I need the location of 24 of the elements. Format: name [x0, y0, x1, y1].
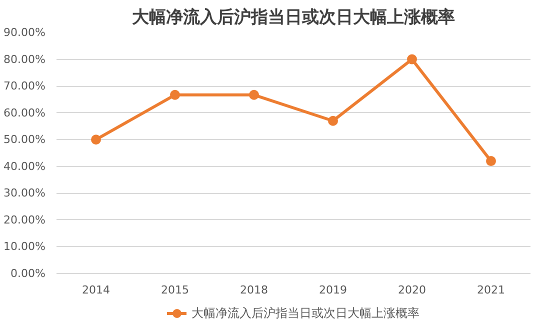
x-tick-label: 2015: [161, 284, 190, 296]
x-tick-label: 2018: [240, 284, 268, 296]
y-tick-label: 40.00%: [4, 160, 46, 173]
x-tick-label: 2020: [398, 284, 426, 296]
y-tick-label: 70.00%: [4, 80, 46, 93]
chart-title: 大幅净流入后沪指当日或次日大幅上涨概率: [132, 8, 455, 28]
x-tick-label: 2019: [319, 284, 348, 296]
y-tick-label: 80.00%: [4, 52, 46, 66]
point: [407, 54, 417, 64]
y-tick-label: 20.00%: [4, 213, 46, 226]
x-tick-label: 2014: [82, 284, 110, 296]
y-tick-label: 30.00%: [4, 186, 46, 200]
x-tick-label: 2021: [477, 284, 506, 296]
y-tick-label: 50.00%: [4, 133, 46, 146]
y-tick-label: 90.00%: [4, 26, 46, 39]
point: [328, 116, 338, 126]
point: [249, 90, 259, 100]
point: [91, 134, 101, 145]
y-tick-label: 0.00%: [10, 267, 46, 280]
y-tick-label: 60.00%: [4, 106, 46, 120]
point: [170, 90, 180, 100]
y-tick-label: 10.00%: [4, 240, 46, 254]
legend-label: 大幅净流入后沪指当日或次日大幅上涨概率: [192, 304, 420, 322]
point: [486, 156, 496, 166]
